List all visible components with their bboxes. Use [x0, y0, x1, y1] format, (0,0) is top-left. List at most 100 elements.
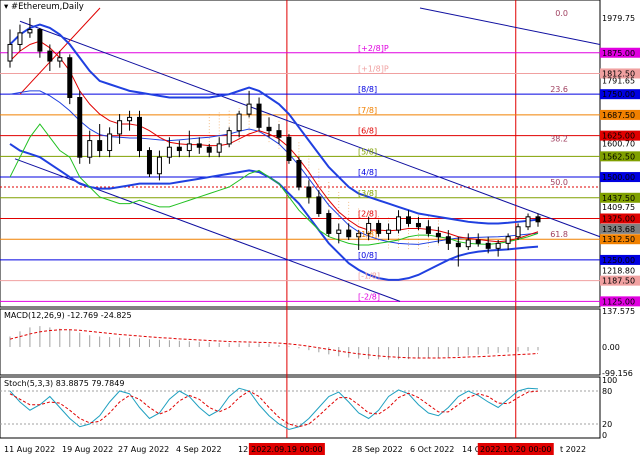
- candle[interactable]: [226, 127, 232, 148]
- candle[interactable]: [346, 223, 352, 241]
- candle[interactable]: [146, 147, 152, 178]
- murrey-level-label: [7/8]: [358, 106, 377, 115]
- candle[interactable]: [376, 220, 382, 237]
- candle[interactable]: [485, 236, 491, 254]
- macd-pane-frame: [0, 308, 601, 376]
- candle[interactable]: [97, 124, 103, 158]
- candle-body-bull: [226, 130, 232, 145]
- candle[interactable]: [386, 223, 392, 241]
- price-label-box: [600, 68, 640, 79]
- murrey-level-label: [4/8]: [358, 168, 377, 177]
- candle-body-bear: [276, 130, 282, 138]
- murrey-level-label: [3/8]: [358, 189, 377, 198]
- candle-body-bull: [396, 216, 402, 231]
- candle[interactable]: [366, 216, 372, 241]
- stoch-axis-label: 80: [602, 387, 612, 396]
- candle[interactable]: [137, 110, 143, 158]
- date-marker-box: [477, 443, 554, 455]
- candle[interactable]: [286, 133, 292, 164]
- candle[interactable]: [176, 140, 182, 158]
- candle[interactable]: [7, 29, 13, 68]
- bollinger-middle-band: [9, 90, 539, 245]
- dropdown-icon[interactable]: ▾: [4, 2, 9, 12]
- candle[interactable]: [216, 137, 222, 158]
- candle-body-bull: [7, 43, 13, 62]
- candle[interactable]: [465, 233, 471, 250]
- candle[interactable]: [515, 223, 521, 241]
- candle[interactable]: [107, 127, 113, 158]
- date-axis-label: 28 Sep 2022: [352, 445, 403, 454]
- candle[interactable]: [306, 180, 312, 204]
- candle-body-bear: [176, 146, 182, 152]
- candle-body-bull: [246, 103, 252, 115]
- candle-body-bull: [117, 120, 123, 135]
- candle[interactable]: [535, 213, 541, 227]
- candle[interactable]: [67, 54, 73, 105]
- fib-level-label: 61.8: [550, 230, 568, 239]
- stoch-axis-label: 20: [602, 420, 612, 429]
- candle-body-bear: [376, 222, 382, 234]
- candle[interactable]: [37, 27, 43, 58]
- stoch-axis-label: 100: [602, 376, 617, 385]
- macd-signal-line: [9, 329, 539, 359]
- candle[interactable]: [356, 230, 362, 250]
- price-axis-label: 1750.00: [602, 90, 635, 99]
- price-label-box: [600, 296, 640, 307]
- candle-body-bull: [107, 133, 113, 152]
- fib-level-label: 50.0: [550, 178, 568, 187]
- trend-line-top: [419, 7, 601, 45]
- candle-body-bull: [17, 32, 23, 45]
- date-axis-label: 27 Aug 2022: [118, 445, 169, 454]
- candle[interactable]: [117, 114, 123, 144]
- date-marker-label: 2022.09.19 00:00: [251, 445, 322, 454]
- candle[interactable]: [445, 230, 451, 250]
- candle[interactable]: [87, 130, 93, 164]
- candle[interactable]: [127, 110, 133, 131]
- date-axis-label: 6 Oct 2022: [410, 445, 454, 454]
- murrey-level-label: [0/8]: [358, 251, 377, 260]
- price-label-box: [600, 192, 640, 203]
- candle[interactable]: [256, 97, 262, 131]
- candle[interactable]: [475, 233, 481, 247]
- candle[interactable]: [166, 137, 172, 164]
- candle[interactable]: [57, 51, 63, 68]
- murrey-level-label: [5/8]: [358, 147, 377, 156]
- candle[interactable]: [525, 213, 531, 231]
- price-axis-label: 1437.50: [602, 194, 635, 203]
- candle[interactable]: [326, 210, 332, 237]
- candle[interactable]: [47, 44, 53, 71]
- stoch-signal-line: [9, 390, 539, 428]
- candle[interactable]: [296, 157, 302, 191]
- candle[interactable]: [156, 150, 162, 181]
- candle[interactable]: [77, 90, 83, 164]
- candle[interactable]: [336, 223, 342, 244]
- price-axis-label: 1600.70: [602, 140, 635, 149]
- macd-axis-label: 137.575: [602, 307, 635, 316]
- candle[interactable]: [206, 143, 212, 158]
- candle[interactable]: [505, 233, 511, 250]
- candle[interactable]: [435, 226, 441, 244]
- bollinger-upper-band: [9, 23, 539, 225]
- price-axis-label: 1812.50: [602, 69, 635, 78]
- candle[interactable]: [17, 24, 23, 52]
- date-axis-label: 19 Aug 2022: [62, 445, 113, 454]
- candle[interactable]: [196, 137, 202, 154]
- price-label-box: [600, 151, 640, 162]
- candle[interactable]: [415, 216, 421, 231]
- candle[interactable]: [455, 236, 461, 267]
- candle[interactable]: [495, 240, 501, 257]
- candle[interactable]: [236, 110, 242, 138]
- candle[interactable]: [27, 17, 33, 38]
- candle[interactable]: [266, 117, 272, 138]
- candle[interactable]: [316, 190, 322, 217]
- candle-body-bear: [425, 226, 431, 234]
- stoch-title: Stoch(5,3,3) 83.8875 79.7849: [4, 379, 124, 388]
- candle[interactable]: [186, 130, 192, 158]
- candle[interactable]: [246, 90, 252, 118]
- candle[interactable]: [396, 210, 402, 234]
- candle[interactable]: [425, 220, 431, 237]
- candle[interactable]: [405, 210, 411, 227]
- candle[interactable]: [276, 124, 282, 144]
